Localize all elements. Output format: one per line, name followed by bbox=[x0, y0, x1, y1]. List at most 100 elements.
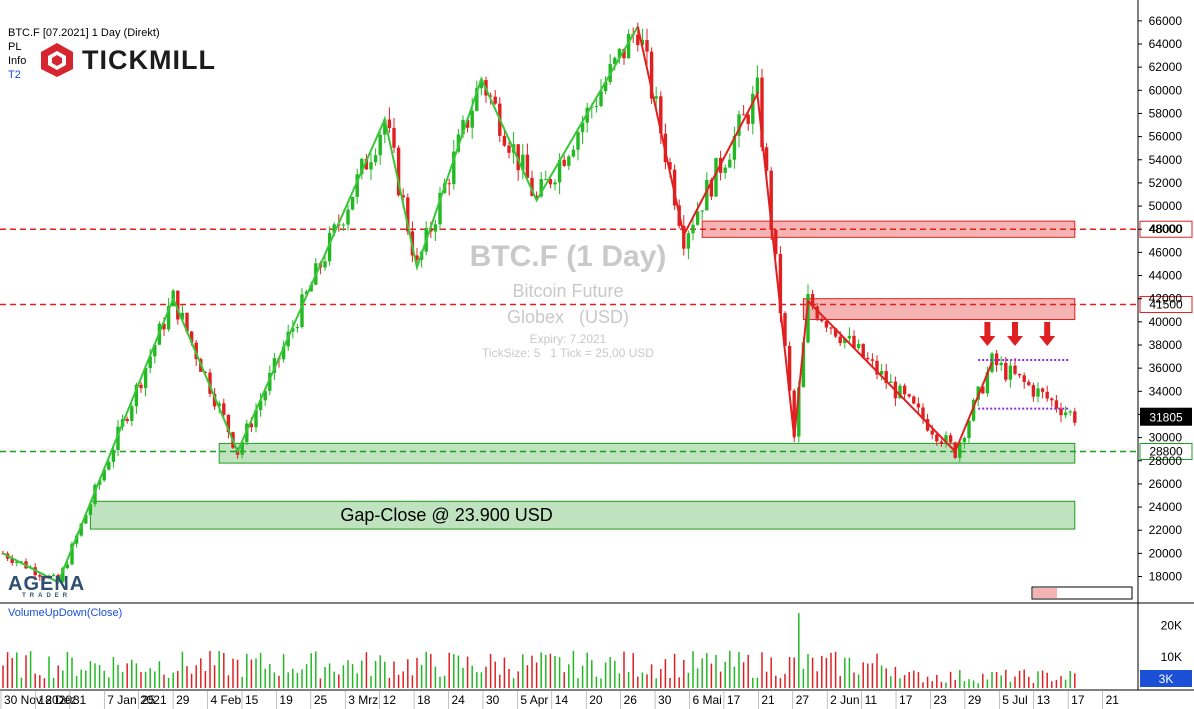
symbol-info: BTC.F [07.2021] 1 Day (Direkt) PL Info T… bbox=[8, 26, 160, 82]
candle-body bbox=[557, 159, 562, 183]
watermark-exchange: Globex (USD) bbox=[506, 307, 630, 327]
candle-body bbox=[249, 423, 254, 428]
price-tick-label: 58000 bbox=[1149, 106, 1183, 120]
candle-body bbox=[392, 127, 396, 148]
candle-body bbox=[810, 294, 815, 307]
candle-body bbox=[300, 294, 304, 328]
candle-body bbox=[870, 359, 875, 361]
watermark-ticksize: TickSize: 5 1 Tick = 25,00 USD bbox=[482, 346, 654, 360]
price-tick-label: 34000 bbox=[1149, 384, 1183, 398]
candle-body bbox=[783, 313, 787, 347]
candle-body bbox=[125, 419, 129, 422]
candle-body bbox=[327, 232, 332, 262]
zone-3 bbox=[89, 500, 1076, 530]
candle-body bbox=[801, 342, 806, 388]
time-tick-label: 21 bbox=[761, 693, 775, 707]
candles bbox=[1, 22, 1077, 584]
candle-body bbox=[787, 346, 792, 391]
candle-body bbox=[387, 119, 392, 128]
candle-body bbox=[516, 144, 520, 171]
candle-body bbox=[925, 419, 930, 431]
candle-body bbox=[654, 96, 658, 99]
candle-body bbox=[902, 385, 907, 395]
time-tick-label: 4 Feb bbox=[211, 693, 242, 707]
candle-body bbox=[879, 371, 884, 375]
candle-body bbox=[51, 574, 56, 576]
candle-body bbox=[38, 575, 42, 577]
candle-body bbox=[162, 323, 166, 330]
candle-body bbox=[889, 381, 893, 384]
candle-body bbox=[507, 145, 511, 153]
price-tick-label: 22000 bbox=[1149, 523, 1183, 537]
price-tick-label: 38000 bbox=[1149, 338, 1183, 352]
candle-body bbox=[130, 406, 134, 422]
candle-body bbox=[723, 167, 727, 173]
candle-body bbox=[599, 91, 603, 107]
time-tick-label: 20 bbox=[589, 693, 603, 707]
candle-body bbox=[907, 394, 911, 397]
price-tick-label: 62000 bbox=[1149, 60, 1183, 74]
price-tick-label: 46000 bbox=[1149, 245, 1183, 259]
candle-body bbox=[534, 195, 539, 197]
time-tick-label: 12 bbox=[383, 693, 397, 707]
volume-tick-label: 10K bbox=[1161, 650, 1182, 664]
info-t2: T2 bbox=[8, 69, 21, 81]
candle-body bbox=[999, 362, 1003, 366]
time-tick-label: 19 bbox=[279, 693, 293, 707]
time-tick-label: 30 Nov 2020 bbox=[4, 693, 72, 707]
candle-body bbox=[134, 384, 139, 407]
candle-body bbox=[332, 224, 336, 233]
candle-body bbox=[714, 157, 718, 197]
legend-box-fill bbox=[1033, 588, 1057, 598]
candle-body bbox=[15, 561, 19, 563]
candle-body bbox=[806, 294, 810, 343]
candle-body bbox=[1073, 411, 1077, 423]
price-tick-label: 48000 bbox=[1149, 222, 1183, 236]
candle-body bbox=[764, 147, 769, 171]
candle-body bbox=[778, 254, 783, 314]
time-tick-label: 25 bbox=[142, 693, 156, 707]
watermark-name: Bitcoin Future bbox=[512, 281, 624, 301]
candle-body bbox=[189, 331, 194, 343]
candle-body bbox=[281, 346, 286, 360]
candle-body bbox=[967, 420, 971, 439]
time-tick-label: 29 bbox=[176, 693, 190, 707]
candle-body bbox=[732, 135, 737, 160]
candle-body bbox=[153, 344, 157, 357]
volume-bars bbox=[2, 613, 1076, 688]
candle-body bbox=[268, 372, 272, 391]
candle-body bbox=[1036, 388, 1040, 397]
candle-body bbox=[760, 77, 764, 148]
candle-body bbox=[1027, 381, 1031, 386]
price-tick-label: 56000 bbox=[1149, 130, 1183, 144]
time-tick-label: 17 bbox=[899, 693, 913, 707]
time-tick-label: 7 Jan 2021 bbox=[107, 693, 167, 707]
candle-body bbox=[383, 119, 387, 135]
price-tick-label: 26000 bbox=[1149, 477, 1183, 491]
candle-body bbox=[84, 514, 88, 524]
candle-body bbox=[709, 179, 714, 197]
candle-body bbox=[79, 523, 83, 536]
candle-body bbox=[985, 371, 990, 394]
candle-body bbox=[603, 82, 608, 92]
zone-1 bbox=[802, 298, 1076, 321]
candle-body bbox=[861, 343, 865, 358]
price-tick-label: 64000 bbox=[1149, 37, 1183, 51]
volume-tick-label: 20K bbox=[1161, 619, 1182, 633]
candle-body bbox=[617, 48, 622, 58]
brand-name: TICKMILL bbox=[82, 44, 216, 75]
candle-body bbox=[1050, 398, 1054, 401]
candle-body bbox=[774, 229, 778, 255]
watermark-expiry: Expiry: 7.2021 bbox=[529, 332, 607, 346]
candle-body bbox=[571, 149, 576, 157]
agena-sub: TRADER bbox=[22, 593, 72, 599]
time-tick-label: 11 bbox=[865, 693, 878, 707]
candle-body bbox=[272, 358, 277, 373]
time-tick-label: 17 bbox=[1071, 693, 1085, 707]
candle-body bbox=[350, 196, 355, 210]
time-tick-label: 25 bbox=[314, 693, 328, 707]
candle-body bbox=[479, 80, 484, 89]
candle-body bbox=[502, 135, 507, 146]
candle-body bbox=[88, 504, 93, 515]
